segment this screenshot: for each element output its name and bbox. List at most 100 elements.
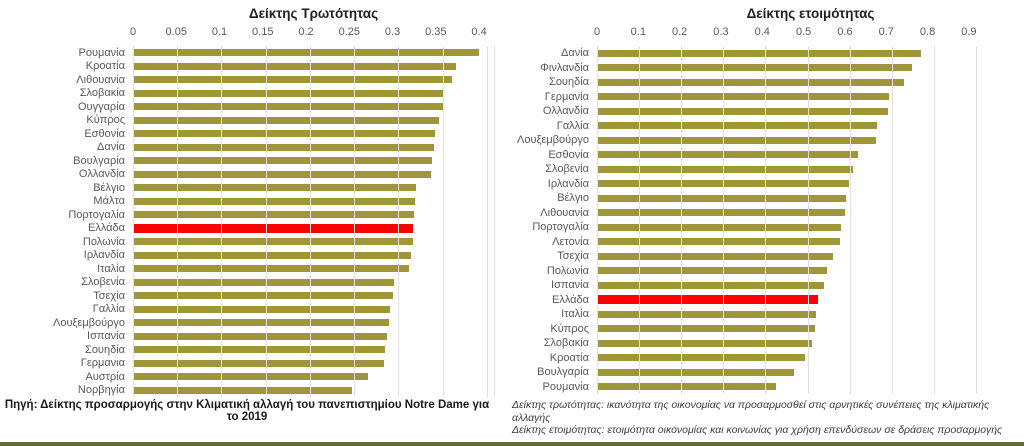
axis-tick-label: 0.5	[795, 26, 812, 38]
chart-bar-row	[597, 249, 1024, 264]
chart-bar-row	[133, 100, 494, 114]
bar	[597, 252, 833, 260]
category-label: Βουλγαρία	[537, 366, 589, 379]
chart-bar-row	[133, 316, 494, 330]
gridline	[681, 46, 683, 394]
chart-bar-row	[133, 195, 494, 209]
category-label: Νορβηγία	[77, 384, 125, 397]
gridline	[639, 46, 641, 394]
chart-bar-row	[597, 46, 1024, 61]
axis-tick-label: 0.1	[211, 26, 228, 38]
chart-bar-row	[133, 357, 494, 371]
category-label: Κροατία	[85, 60, 125, 73]
category-label: Κύπρος	[86, 114, 125, 127]
chart-bar-row	[597, 177, 1024, 192]
axis-tick-label: 0	[129, 26, 137, 38]
category-labels: Δανία Φινλανδία Σουηδία Γερμανία Ολλανδία Γαλ…	[512, 46, 597, 394]
chart-bar-row	[597, 206, 1024, 221]
category-label: Λουξεμβούργο	[517, 134, 589, 147]
category-label: Ελλάδα	[551, 293, 589, 306]
category-label: Σουηδία	[85, 343, 125, 356]
bar	[597, 151, 858, 159]
bar	[597, 354, 806, 362]
chart-title: Δείκτης Τρωτότητας	[248, 6, 379, 21]
bar	[597, 194, 846, 202]
bottom-divider-bar	[0, 441, 1024, 446]
axis-tick-label: 0.3	[713, 26, 729, 38]
category-label: Εσθονία	[548, 148, 589, 161]
bar	[597, 136, 876, 144]
source-note: Πηγή: Δείκτης προσαρμογής στην Κλιματική…	[4, 399, 490, 423]
bar	[133, 332, 387, 340]
gridline	[494, 46, 495, 397]
category-label: Ελλάδα	[87, 222, 125, 235]
bar	[133, 386, 353, 394]
axis-tick-label: 0.9	[961, 26, 977, 38]
bar	[597, 339, 813, 347]
category-label: Γαλλία	[556, 119, 589, 132]
chart-bar-row	[597, 322, 1024, 337]
category-label: Ισπανία	[551, 279, 589, 292]
gridline	[597, 46, 598, 394]
x-axis: 0 0.1 0.2 0.3 0.4 0.5 0.6 0.7 0.8 0.9	[594, 24, 1016, 42]
readiness-chart: Δείκτης ετοιμότητας 0 0.1 0.2 0.3 0.4 0.5 0.6 0…	[512, 4, 1024, 397]
chart-title: Δείκτης ετοιμότητας	[746, 6, 875, 21]
chart-bar-row	[597, 278, 1024, 293]
category-label: Λιθουανία	[540, 206, 589, 219]
definition-note-vulnerability: Δείκτης τρωτότητας: ικανότητα της οικονο…	[512, 399, 990, 424]
gridline	[398, 46, 400, 397]
bar	[597, 368, 794, 376]
bar	[133, 305, 390, 313]
category-label: Ισπανία	[87, 330, 125, 343]
category-label: Βέλγιο	[557, 192, 589, 205]
chart-bar-row	[133, 262, 494, 276]
bar	[133, 89, 444, 97]
chart-bar-row	[133, 235, 494, 249]
chart-bar-row	[597, 162, 1024, 177]
category-label: Κύπρος	[550, 322, 589, 335]
category-label: Βουλγαρία	[73, 154, 125, 167]
category-label: Σλοβενία	[545, 163, 589, 176]
category-label: Σουηδία	[549, 76, 589, 89]
chart-bar-row	[597, 220, 1024, 235]
category-label: Πορτογαλία	[532, 221, 589, 234]
bar	[133, 197, 416, 205]
bar	[133, 265, 410, 273]
highlighted-bar-greece	[133, 223, 414, 233]
gridline	[765, 46, 767, 394]
bar	[597, 310, 816, 318]
gridline	[891, 46, 893, 394]
bar	[133, 278, 395, 286]
bar	[597, 325, 816, 333]
gridline	[177, 46, 179, 397]
vulnerability-chart: Δείκτης Τρωτότητας 0 0.05 0.1 0.15 0.2 0.25 0.…	[0, 4, 495, 397]
category-label: Ιρλανδία	[83, 249, 125, 262]
bar	[597, 107, 888, 115]
bar	[133, 211, 415, 219]
definition-notes: Δείκτης τρωτότητας: ικανότητα της οικονο…	[512, 399, 1024, 437]
category-label: Ουγγαρία	[78, 100, 125, 113]
chart-bar-row	[133, 127, 494, 141]
category-label: Ιταλία	[561, 308, 589, 321]
gridline	[807, 46, 809, 394]
axis-tick-label: 0.4	[754, 26, 770, 38]
chart-bar-row	[597, 380, 1024, 395]
bar	[597, 383, 776, 391]
axis-tick-label: 0.25	[338, 26, 361, 38]
category-label: Πολωνία	[82, 235, 125, 248]
bar	[133, 49, 479, 57]
category-label: Μάλτα	[93, 195, 125, 208]
gridline	[849, 46, 851, 394]
gridline	[975, 46, 977, 394]
category-label: Σλοβακία	[543, 337, 589, 350]
chart-bar-row	[133, 289, 494, 303]
chart-bar-row	[597, 191, 1024, 206]
gridline	[933, 46, 935, 394]
bar	[597, 281, 825, 289]
axis-tick-label: 0.3	[384, 26, 401, 38]
category-label: Λετονία	[552, 235, 589, 248]
category-label: Κροατία	[549, 351, 589, 364]
chart-bar-row	[597, 293, 1024, 308]
bar	[597, 267, 827, 275]
bar	[133, 62, 456, 70]
